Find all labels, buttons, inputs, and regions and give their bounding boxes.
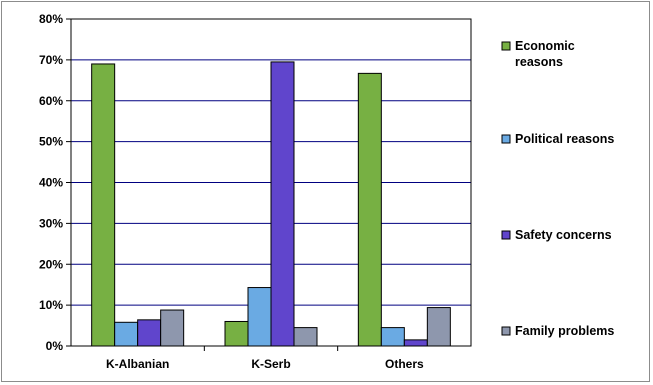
legend: Economic reasons Political reasons Safety c…	[501, 39, 614, 338]
x-tick-label: K-Albanian	[106, 357, 169, 371]
y-tick-label: 60%	[39, 94, 63, 108]
y-tick-label: 20%	[39, 257, 63, 271]
y-tick-label: 40%	[39, 176, 63, 190]
y-tick-label: 70%	[39, 53, 63, 67]
bar	[357, 72, 382, 347]
bar	[224, 320, 249, 347]
y-tick-label: 30%	[39, 216, 63, 230]
legend-label: Economic reasons	[515, 39, 575, 69]
y-tick-label: 0%	[46, 339, 64, 353]
bar	[137, 319, 162, 347]
y-tick-label: 10%	[39, 298, 63, 312]
bars	[91, 61, 451, 347]
bar	[426, 307, 451, 347]
x-tick-label: Others	[385, 357, 424, 371]
bar	[403, 339, 428, 347]
x-axis-ticks: K-Albanian K-Serb Others	[106, 346, 424, 371]
legend-label: Political reasons	[515, 132, 614, 146]
bar	[114, 321, 139, 347]
legend-label: Safety concerns	[515, 228, 612, 242]
bar	[293, 327, 318, 347]
legend-swatch	[501, 326, 511, 336]
bar	[91, 63, 116, 347]
bar	[160, 309, 185, 347]
legend-swatch	[501, 41, 511, 51]
bar	[380, 327, 405, 347]
legend-label: Family problems	[515, 324, 614, 338]
legend-swatch	[501, 230, 511, 240]
y-axis-ticks: 0% 10% 20% 30% 40% 50% 60% 70% 80%	[39, 12, 71, 353]
y-tick-label: 50%	[39, 135, 63, 149]
x-tick-label: K-Serb	[251, 357, 290, 371]
y-tick-label: 80%	[39, 12, 63, 26]
legend-swatch	[501, 134, 511, 144]
bar	[247, 287, 272, 347]
bar	[270, 61, 295, 347]
